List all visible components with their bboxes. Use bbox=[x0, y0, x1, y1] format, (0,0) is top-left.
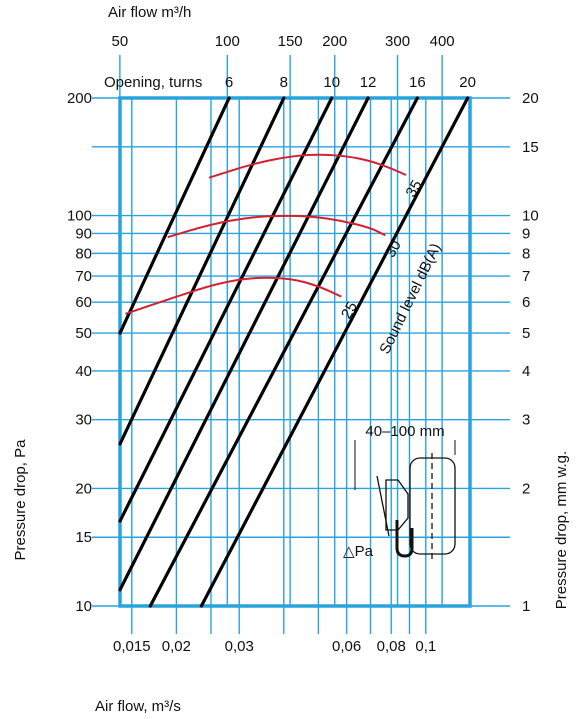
y-tick-label-left: 80 bbox=[75, 245, 92, 262]
valve-line-10 bbox=[118, 96, 334, 523]
y-tick-label-right: 10 bbox=[522, 208, 539, 225]
sound-curve-30 bbox=[167, 214, 386, 239]
inset-pressure-label: △Pa bbox=[343, 543, 374, 560]
x-axis-title-bottom: Air flow, m³/s bbox=[95, 698, 181, 715]
x-tick-label-top: 300 bbox=[385, 33, 410, 50]
y-tick-label-left: 90 bbox=[75, 225, 92, 242]
y-tick-label-left: 70 bbox=[75, 268, 92, 285]
y-tick-label-right: 3 bbox=[522, 412, 530, 429]
plot-frame bbox=[118, 96, 472, 608]
opening-turns-label: 16 bbox=[409, 74, 426, 91]
valve-line-12 bbox=[118, 96, 370, 592]
x-tick-label-bottom: 0,02 bbox=[162, 638, 191, 655]
y-tick-label-right: 5 bbox=[522, 325, 530, 342]
y-tick-label-right: 4 bbox=[522, 363, 530, 380]
x-tick-label-bottom: 0,1 bbox=[415, 638, 436, 655]
grid bbox=[92, 55, 510, 634]
opening-turns-title: Opening, turns bbox=[104, 74, 202, 91]
y-tick-label-left: 40 bbox=[75, 363, 92, 380]
inset-manometer bbox=[395, 520, 414, 558]
y-tick-label-left: 30 bbox=[75, 412, 92, 429]
valve-line-8 bbox=[118, 96, 286, 446]
y-tick-label-left: 100 bbox=[67, 208, 92, 225]
y-tick-label-left: 10 bbox=[75, 598, 92, 615]
opening-turns-label: 8 bbox=[280, 74, 288, 91]
y-tick-label-right: 6 bbox=[522, 294, 530, 311]
y-tick-label-left: 200 bbox=[67, 90, 92, 107]
sound-level-label: 25 bbox=[338, 299, 361, 322]
tick-labels: 1015203040506070809010020012345678910152… bbox=[67, 33, 539, 655]
y-axis-title-right: Pressure drop, mm w.g. bbox=[553, 451, 570, 609]
x-tick-label-bottom: 0,03 bbox=[225, 638, 254, 655]
axis-labels: Air flow m³/h Air flow, m³/s Pressure drop… bbox=[12, 4, 570, 715]
sound-level-label: 30 bbox=[382, 238, 405, 261]
valve-line-16 bbox=[148, 96, 419, 608]
x-tick-label-top: 400 bbox=[430, 33, 455, 50]
sound-curve-35 bbox=[208, 153, 407, 179]
y-tick-label-right: 7 bbox=[522, 268, 530, 285]
y-tick-label-left: 20 bbox=[75, 480, 92, 497]
y-tick-label-right: 2 bbox=[522, 480, 530, 497]
sound-level-title: Sound level dB(A) bbox=[376, 241, 444, 357]
sound-curve-25 bbox=[125, 276, 342, 315]
x-axis-title-top: Air flow m³/h bbox=[108, 4, 191, 21]
inset-dimension-label: 40–100 mm bbox=[365, 423, 444, 440]
opening-turns-label: 20 bbox=[459, 74, 476, 91]
sound-curves: 25 30 35 bbox=[125, 153, 426, 322]
valve-lines bbox=[118, 96, 470, 608]
y-axis-title-left: Pressure drop, Pa bbox=[12, 439, 29, 561]
x-tick-label-bottom: 0,06 bbox=[332, 638, 361, 655]
y-tick-label-left: 50 bbox=[75, 325, 92, 342]
inset-duct bbox=[409, 457, 456, 555]
sound-level-label: 35 bbox=[403, 177, 426, 200]
valve-line-6 bbox=[118, 96, 231, 335]
y-tick-label-right: 15 bbox=[522, 139, 539, 156]
x-tick-label-bottom: 0,015 bbox=[113, 638, 151, 655]
inset-valve-body bbox=[385, 479, 409, 531]
opening-turns-label: 12 bbox=[360, 74, 377, 91]
y-tick-label-right: 9 bbox=[522, 225, 530, 242]
y-tick-label-left: 15 bbox=[75, 529, 92, 546]
x-tick-label-top: 150 bbox=[278, 33, 303, 50]
x-tick-label-top: 100 bbox=[215, 33, 240, 50]
valve-line-20 bbox=[199, 96, 470, 608]
y-tick-label-left: 60 bbox=[75, 294, 92, 311]
x-tick-label-top: 50 bbox=[112, 33, 129, 50]
x-tick-label-bottom: 0,08 bbox=[377, 638, 406, 655]
y-tick-label-right: 20 bbox=[522, 90, 539, 107]
y-tick-label-right: 1 bbox=[522, 598, 530, 615]
opening-turns-label: 6 bbox=[225, 74, 233, 91]
y-tick-label-right: 8 bbox=[522, 245, 530, 262]
x-tick-label-top: 200 bbox=[322, 33, 347, 50]
opening-turns-label: 10 bbox=[323, 74, 340, 91]
valve-inset-diagram: 40–100 mm △Pa bbox=[343, 423, 456, 562]
inset-valve-disk bbox=[376, 475, 390, 537]
